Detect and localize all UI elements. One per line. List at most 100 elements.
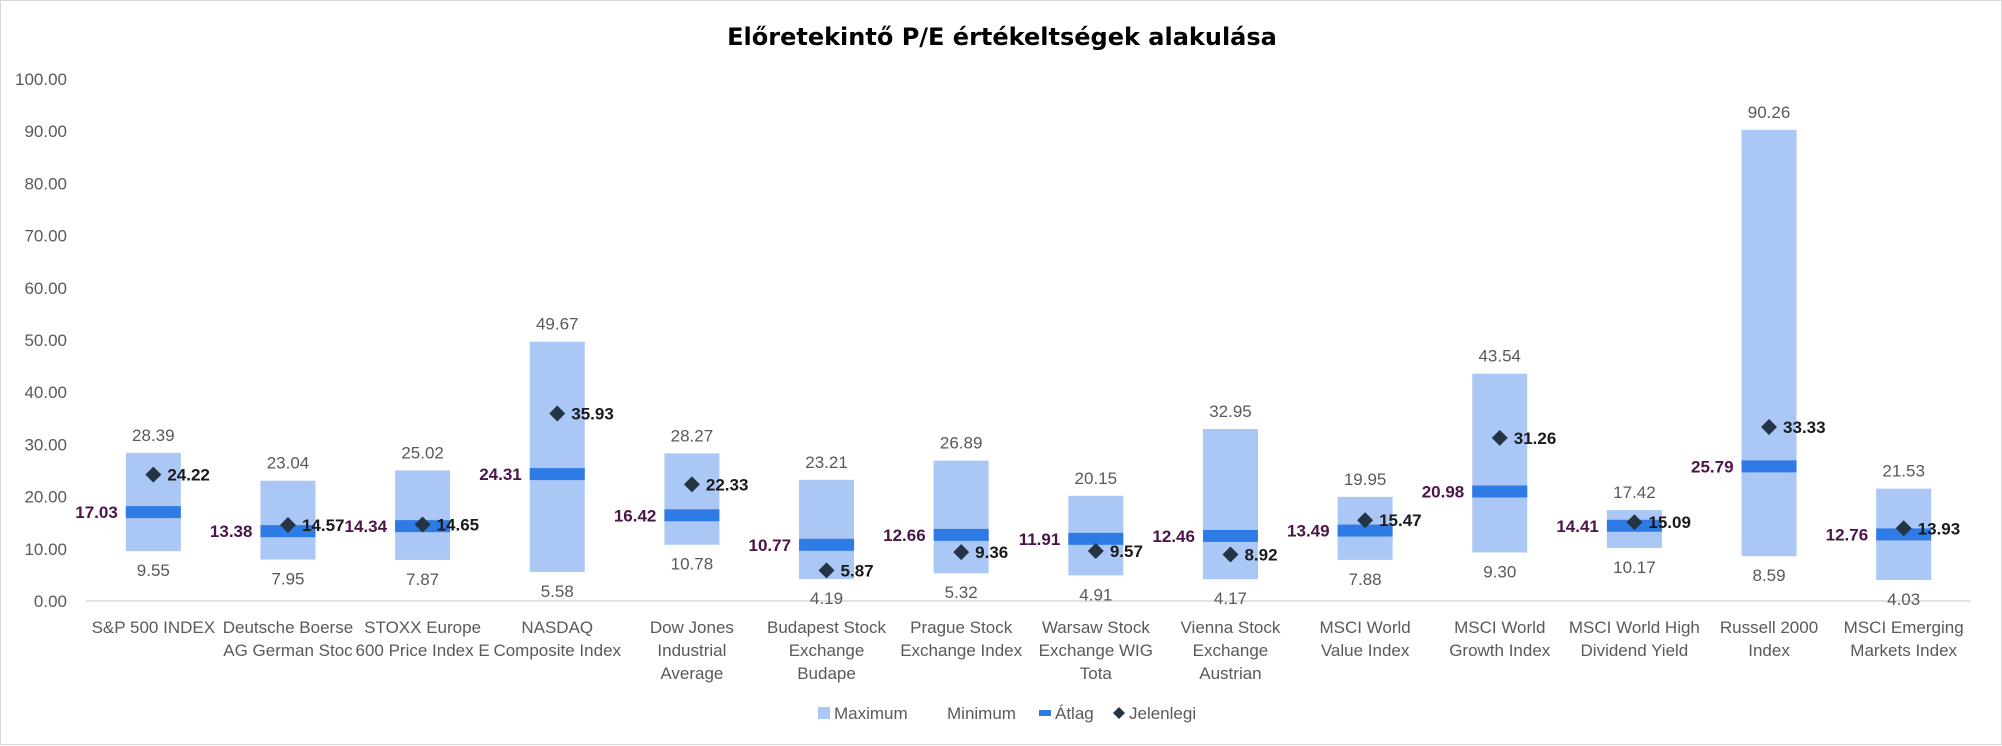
- x-axis: S&P 500 INDEX Deutsche Boerse AG German St…: [92, 618, 1964, 683]
- average-data-label: 11.91: [1019, 530, 1061, 549]
- y-tick-label: 10.00: [24, 540, 67, 559]
- min-data-label: 8.59: [1752, 566, 1785, 585]
- range-bar: [529, 341, 585, 572]
- category-group: 23.21 4.19 10.77 5.87: [748, 453, 873, 608]
- average-mark: [1472, 485, 1528, 498]
- average-mark: [1202, 529, 1258, 542]
- legend-swatch-average: [1039, 710, 1051, 716]
- y-tick-label: 60.00: [24, 279, 67, 298]
- average-mark: [1068, 532, 1124, 545]
- x-tick-label: Industrial: [657, 641, 726, 660]
- category-group: 26.89 5.32 12.66 9.36: [883, 434, 1008, 603]
- average-mark: [1337, 524, 1393, 537]
- category-group: 19.95 7.88 13.49 15.47: [1287, 470, 1422, 589]
- category-group: 23.04 7.95 13.38 14.57: [210, 454, 345, 589]
- current-marker: [279, 516, 296, 533]
- current-data-label: 8.92: [1244, 545, 1277, 564]
- max-data-label: 26.89: [940, 434, 983, 453]
- current-data-label: 15.47: [1379, 511, 1422, 530]
- y-tick-label: 90.00: [24, 122, 67, 141]
- max-data-label: 32.95: [1209, 402, 1252, 421]
- y-tick-label: 100.00: [15, 70, 67, 89]
- x-tick-label: Exchange: [1193, 641, 1269, 660]
- current-marker: [1357, 512, 1374, 529]
- current-data-label: 14.57: [302, 516, 345, 535]
- min-data-label: 5.58: [541, 582, 574, 601]
- current-marker: [1222, 546, 1239, 563]
- min-data-label: 10.17: [1613, 558, 1656, 577]
- max-data-label: 20.15: [1075, 469, 1118, 488]
- current-data-label: 31.26: [1514, 429, 1557, 448]
- legend: Maximum Minimum Átlag Jelenlegi: [818, 704, 1196, 723]
- current-data-label: 9.57: [1110, 542, 1143, 561]
- legend-label: Minimum: [947, 704, 1016, 723]
- x-tick-label: MSCI World: [1319, 618, 1410, 637]
- legend-item: Minimum: [947, 704, 1016, 723]
- range-bar: [1741, 129, 1797, 557]
- y-tick-label: 70.00: [24, 227, 67, 246]
- current-data-label: 5.87: [841, 561, 874, 580]
- current-data-label: 14.65: [437, 516, 480, 535]
- max-data-label: 21.53: [1882, 462, 1925, 481]
- max-data-label: 23.21: [805, 453, 848, 472]
- average-data-label: 14.41: [1556, 517, 1599, 536]
- x-tick-label: Value Index: [1321, 641, 1410, 660]
- average-data-label: 16.42: [614, 506, 657, 525]
- category-group: 43.54 9.30 20.98 31.26: [1422, 347, 1557, 582]
- x-tick-label: MSCI Emerging: [1844, 618, 1964, 637]
- current-marker: [145, 466, 162, 483]
- average-data-label: 20.98: [1422, 482, 1465, 501]
- current-data-label: 33.33: [1783, 418, 1826, 437]
- category-group: 21.53 4.03 12.76 13.93: [1826, 462, 1961, 609]
- range-bar: [1472, 373, 1528, 553]
- average-data-label: 12.76: [1826, 525, 1869, 544]
- min-data-label: 10.78: [671, 555, 714, 574]
- x-tick-label: MSCI World High: [1569, 618, 1700, 637]
- average-data-label: 10.77: [748, 536, 791, 555]
- current-data-label: 15.09: [1648, 513, 1691, 532]
- average-data-label: 14.34: [345, 517, 388, 536]
- chart-title: Előretekintő P/E értékeltségek alakulása: [727, 23, 1277, 51]
- current-marker: [1087, 543, 1104, 560]
- current-marker: [683, 476, 700, 493]
- category-group: 20.15 4.91 11.91 9.57: [1019, 469, 1143, 605]
- legend-item: Átlag: [1039, 704, 1094, 723]
- max-data-label: 90.26: [1748, 103, 1791, 122]
- x-tick-label: Exchange WIG: [1039, 641, 1153, 660]
- legend-swatch-maximum: [818, 707, 830, 719]
- average-data-label: 25.79: [1691, 457, 1734, 476]
- x-tick-label: Exchange: [789, 641, 865, 660]
- average-data-label: 12.46: [1152, 527, 1195, 546]
- current-marker: [1626, 514, 1643, 531]
- x-tick-label: Exchange Index: [900, 641, 1022, 660]
- average-mark: [529, 468, 585, 481]
- current-data-label: 22.33: [706, 475, 749, 494]
- legend-label: Átlag: [1055, 704, 1094, 723]
- legend-label: Maximum: [834, 704, 908, 723]
- x-tick-label: MSCI World: [1454, 618, 1545, 637]
- y-tick-label: 50.00: [24, 331, 67, 350]
- min-data-label: 9.30: [1483, 562, 1516, 581]
- category-group: 32.95 4.17 12.46 8.92: [1152, 402, 1277, 608]
- average-mark: [799, 538, 855, 551]
- max-data-label: 28.27: [671, 426, 714, 445]
- current-marker: [1491, 429, 1508, 446]
- x-tick-label: Budape: [797, 664, 856, 683]
- x-tick-label: Markets Index: [1850, 641, 1957, 660]
- x-tick-label: NASDAQ: [521, 618, 593, 637]
- legend-item: Jelenlegi: [1113, 704, 1196, 723]
- x-tick-label: Dividend Yield: [1581, 641, 1689, 660]
- current-data-label: 24.22: [167, 466, 210, 485]
- y-tick-label: 30.00: [24, 435, 67, 454]
- average-data-label: 17.03: [75, 503, 118, 522]
- x-tick-label: Budapest Stock: [767, 618, 887, 637]
- max-data-label: 49.67: [536, 315, 579, 334]
- min-data-label: 9.55: [137, 561, 170, 580]
- x-tick-label: Russell 2000: [1720, 618, 1818, 637]
- category-group: 90.26 8.59 25.79 33.33: [1691, 103, 1826, 585]
- min-data-label: 5.32: [945, 583, 978, 602]
- current-marker: [1761, 419, 1778, 436]
- max-data-label: 43.54: [1478, 347, 1521, 366]
